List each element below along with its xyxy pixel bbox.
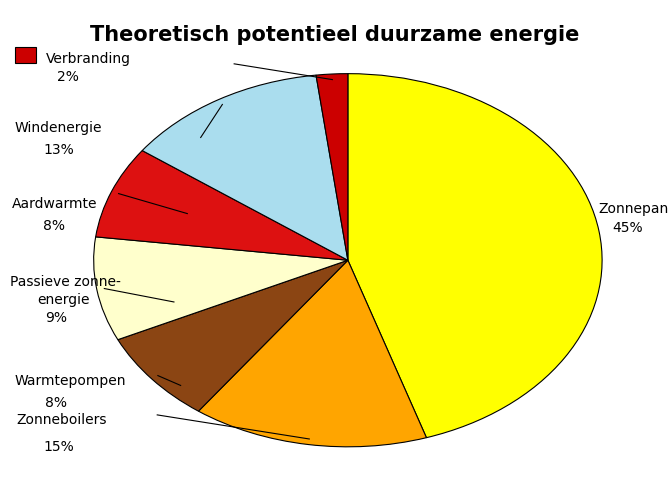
Wedge shape [142,75,348,260]
Text: Warmtepompen: Warmtepompen [15,374,126,387]
Text: 13%: 13% [43,143,74,157]
Text: 45%: 45% [612,221,643,235]
Text: Passieve zonne-: Passieve zonne- [10,275,121,289]
Text: 15%: 15% [43,440,74,454]
Text: Zonnepanelen: Zonnepanelen [599,202,669,216]
Wedge shape [316,74,348,260]
Text: 8%: 8% [45,396,68,409]
Wedge shape [94,237,348,340]
Wedge shape [96,151,348,260]
Wedge shape [348,74,602,437]
Bar [15,47,36,63]
Wedge shape [118,260,348,411]
Wedge shape [199,260,426,447]
Text: Windenergie: Windenergie [15,121,102,135]
Text: 2%: 2% [57,70,79,84]
Text: 9%: 9% [45,311,68,325]
Text: Aardwarmte: Aardwarmte [12,197,98,211]
Text: Verbranding: Verbranding [45,52,130,66]
Text: Theoretisch potentieel duurzame energie: Theoretisch potentieel duurzame energie [90,25,579,45]
Text: energie: energie [37,293,89,306]
Text: Zonneboilers: Zonneboilers [17,413,107,427]
Text: 8%: 8% [43,219,66,233]
